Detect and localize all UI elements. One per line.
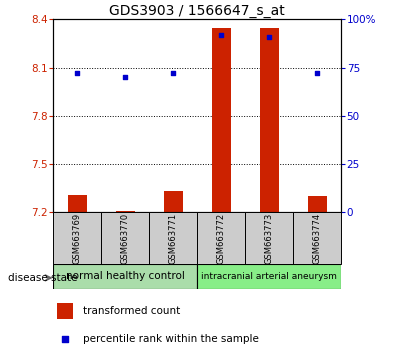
- Text: disease state: disease state: [8, 273, 78, 283]
- Point: [74, 71, 81, 76]
- Point: [314, 71, 321, 76]
- Bar: [116, 211, 135, 212]
- Text: GSM663774: GSM663774: [313, 212, 322, 264]
- Bar: [53, 264, 197, 289]
- Text: GSM663773: GSM663773: [265, 212, 274, 264]
- Point: [218, 32, 224, 38]
- Text: GSM663771: GSM663771: [169, 212, 178, 264]
- Text: percentile rank within the sample: percentile rank within the sample: [83, 333, 259, 343]
- Bar: [197, 264, 341, 289]
- Point: [62, 336, 68, 341]
- Bar: [245, 212, 293, 264]
- Bar: [260, 28, 279, 212]
- Bar: [102, 212, 149, 264]
- Text: intracranial arterial aneurysm: intracranial arterial aneurysm: [201, 272, 337, 281]
- Bar: [197, 212, 245, 264]
- Text: GSM663772: GSM663772: [217, 212, 226, 264]
- Bar: [68, 195, 87, 212]
- Bar: [164, 192, 183, 212]
- Bar: [57, 303, 73, 319]
- Point: [266, 34, 272, 40]
- Bar: [53, 212, 102, 264]
- Point: [122, 74, 129, 80]
- Text: normal healthy control: normal healthy control: [66, 271, 185, 281]
- Bar: [307, 196, 327, 212]
- Text: GSM663770: GSM663770: [121, 212, 130, 264]
- Bar: [293, 212, 341, 264]
- Point: [170, 71, 177, 76]
- Text: GSM663769: GSM663769: [73, 212, 82, 264]
- Text: transformed count: transformed count: [83, 306, 180, 316]
- Title: GDS3903 / 1566647_s_at: GDS3903 / 1566647_s_at: [109, 5, 285, 18]
- Bar: [212, 28, 231, 212]
- Bar: [149, 212, 197, 264]
